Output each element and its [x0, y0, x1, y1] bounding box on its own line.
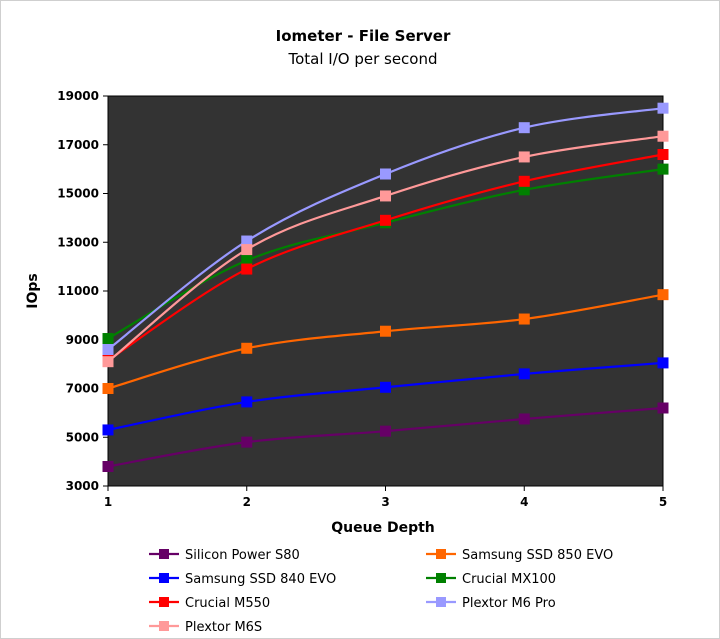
data-point: [657, 102, 669, 114]
data-point: [380, 168, 391, 180]
plot-area: [107, 95, 664, 487]
legend-label: Silicon Power S80: [185, 548, 300, 563]
data-point: [518, 122, 530, 134]
series-plextor-m6-pro: [102, 102, 669, 355]
data-point: [657, 289, 669, 301]
chart-subtitle: Total I/O per second: [287, 50, 437, 68]
legend-swatch-marker: [159, 621, 169, 631]
y-tick-label: 17000: [57, 138, 99, 152]
series-samsung-ssd-850-evo: [102, 289, 669, 394]
data-point: [241, 263, 253, 275]
y-tick-label: 15000: [57, 187, 99, 201]
data-point: [380, 325, 391, 337]
data-point: [102, 461, 114, 472]
legend: Silicon Power S80 Samsung SSD 850 EVO Sams…: [149, 548, 613, 635]
data-point: [518, 368, 530, 380]
data-point: [657, 149, 669, 160]
data-point: [102, 383, 114, 394]
legend-label: Crucial MX100: [462, 572, 556, 587]
data-point: [241, 255, 253, 267]
legend-label: Plextor M6S: [185, 620, 262, 635]
legend-item: Plextor M6 Pro: [426, 596, 556, 611]
y-axis-title: IOps: [25, 273, 41, 308]
y-tick-label: 13000: [57, 235, 99, 249]
legend-label: Samsung SSD 840 EVO: [185, 572, 336, 587]
x-tick-label: 2: [243, 495, 251, 509]
legend-swatch-marker: [436, 597, 446, 607]
series-plextor-m6s: [102, 130, 669, 368]
data-point: [657, 402, 669, 414]
y-tick-label: 19000: [57, 89, 99, 103]
data-point: [241, 244, 253, 256]
y-tick-label: 3000: [66, 479, 99, 493]
data-point: [102, 333, 114, 345]
x-axis: 1 2 3 4 5: [104, 486, 667, 509]
data-point: [657, 357, 669, 369]
legend-item: Samsung SSD 840 EVO: [149, 572, 336, 587]
data-point: [518, 184, 530, 196]
series-group: [102, 102, 669, 472]
data-point: [241, 396, 253, 408]
legend-swatch-marker: [436, 549, 446, 559]
data-point: [657, 163, 669, 175]
legend-swatch-marker: [159, 597, 169, 607]
data-point: [102, 356, 114, 368]
y-axis: 3000 5000 7000 9000 11000 13000 15000 17000 1900…: [57, 89, 108, 493]
y-tick-label: 5000: [66, 430, 99, 444]
x-tick-label: 3: [381, 495, 389, 509]
y-tick-label: 9000: [66, 333, 99, 347]
data-point: [518, 151, 530, 163]
y-tick-label: 11000: [57, 284, 99, 298]
y-tick-label: 7000: [66, 382, 99, 396]
data-point: [241, 436, 253, 448]
legend-swatch-marker: [436, 573, 446, 583]
data-point: [241, 342, 253, 354]
x-axis-title: Queue Depth: [331, 520, 435, 536]
legend-label: Samsung SSD 850 EVO: [462, 548, 613, 563]
data-point: [380, 190, 391, 202]
legend-label: Crucial M550: [185, 596, 270, 611]
data-point: [657, 130, 669, 142]
legend-item: Crucial M550: [149, 596, 270, 611]
data-point: [241, 235, 253, 247]
data-point: [380, 381, 391, 393]
legend-item: Silicon Power S80: [149, 548, 300, 563]
legend-item: Samsung SSD 850 EVO: [426, 548, 613, 563]
series-samsung-ssd-840-evo: [102, 357, 669, 436]
data-point: [518, 413, 530, 425]
data-point: [102, 424, 114, 436]
data-point: [380, 214, 391, 226]
x-tick-label: 5: [659, 495, 667, 509]
data-point: [518, 313, 530, 325]
series-silicon-power-s80: [102, 402, 669, 472]
legend-item: Crucial MX100: [426, 572, 556, 587]
x-tick-label: 1: [104, 495, 112, 509]
chart-title: Iometer - File Server: [276, 27, 451, 45]
data-point: [380, 425, 391, 437]
legend-label: Plextor M6 Pro: [462, 596, 556, 611]
legend-item: Plextor M6S: [149, 620, 262, 635]
legend-swatch-marker: [159, 549, 169, 559]
x-tick-label: 4: [520, 495, 528, 509]
data-point: [102, 344, 114, 355]
data-point: [518, 175, 530, 187]
legend-swatch-marker: [159, 573, 169, 583]
